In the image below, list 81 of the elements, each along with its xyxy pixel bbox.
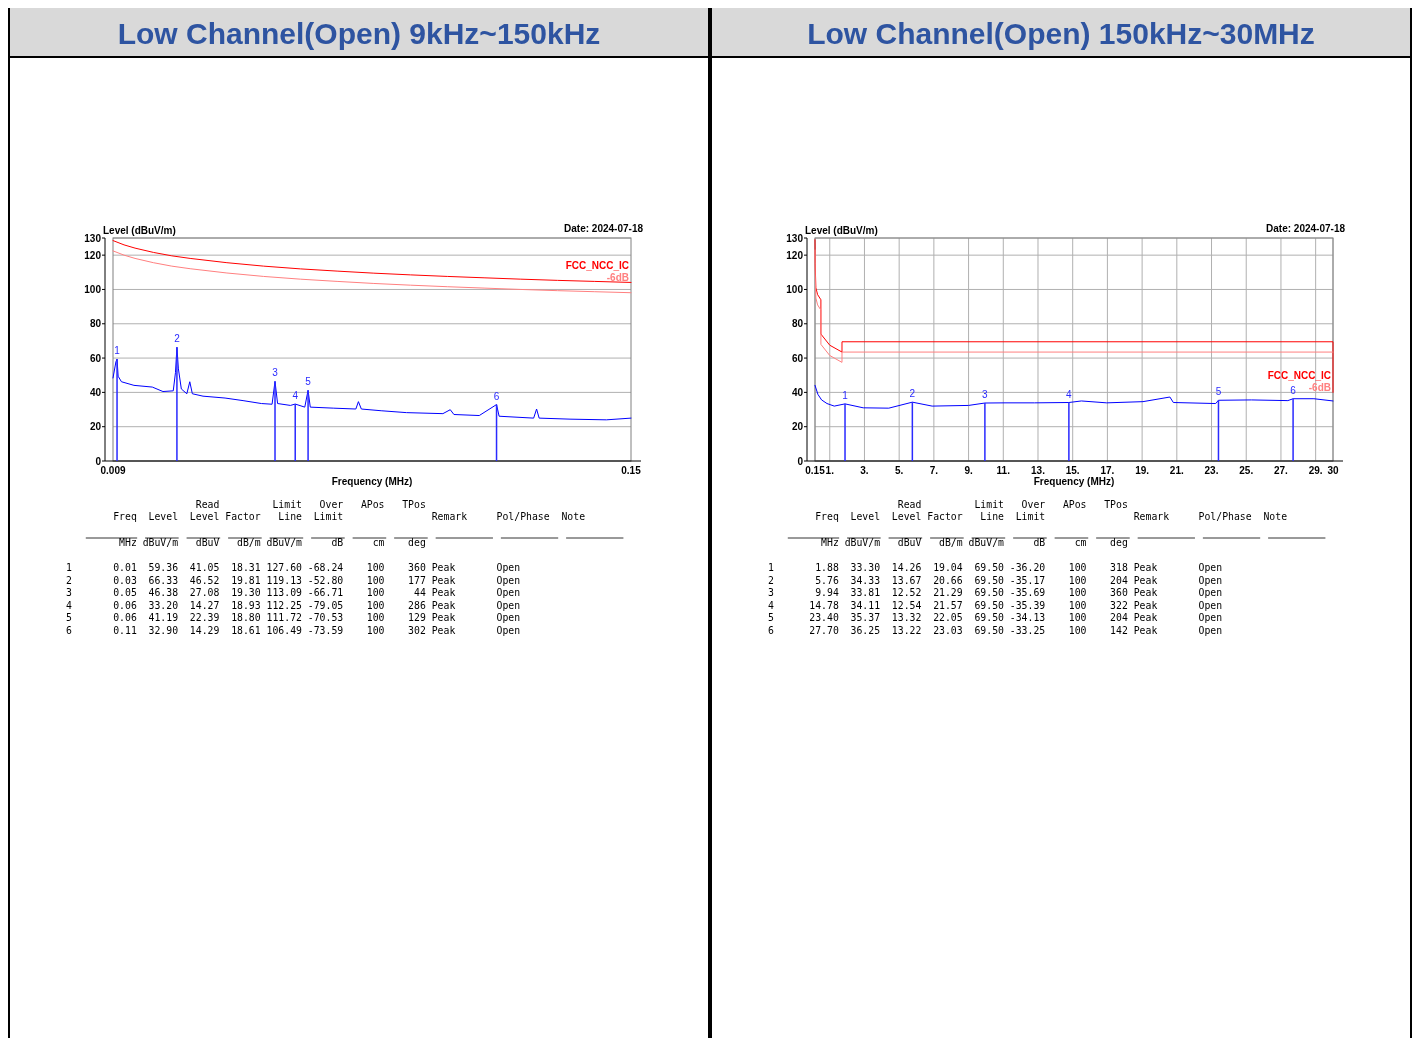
y-tick-label: 120: [84, 249, 102, 261]
x-tick-label: 11.: [996, 465, 1011, 476]
line-series: [112, 240, 632, 283]
x-tick-label: 0.009: [100, 465, 126, 476]
text: 2 0.03 66.33 46.52 19.81 119.13 -52.80 100 177 Peak Open: [66, 574, 521, 586]
line-series: [814, 384, 1334, 409]
annotation: 4: [292, 390, 299, 402]
x-axis-title: Frequency (MHz): [331, 476, 413, 487]
annotation: 5: [1215, 386, 1222, 398]
x-tick-label: 30: [1327, 465, 1339, 476]
x-tick-label: 23.: [1204, 465, 1219, 476]
text: 6 27.70 36.25 13.22 23.03 69.50 -33.25 100 142 Peak Open: [768, 625, 1223, 636]
annotation: 1: [842, 389, 849, 401]
text: Freq Level Level Factor Line Limit Remark Pol/Phase Note: [768, 511, 1288, 522]
text: 5 0.06 41.19 22.39 18.80 111.72 -70.53 100 129 Peak Open: [66, 612, 521, 624]
series-label: FCC_NCC_IC: [1267, 370, 1331, 382]
series-label: FCC_NCC_IC: [565, 260, 629, 272]
y-tick-label: 130: [786, 232, 804, 244]
y-tick-label: 20: [791, 421, 804, 433]
x-tick-label: 13.: [1031, 465, 1046, 476]
annotation: 3: [272, 367, 279, 379]
annotation: 1: [114, 345, 121, 357]
y-tick-label: 100: [786, 283, 804, 295]
text: Read Limit Over APos TPos: [66, 499, 426, 510]
text: -6dB: [1308, 382, 1331, 394]
annotation: 3: [982, 389, 989, 401]
y-tick-label: 40: [791, 386, 804, 398]
text: Read Limit Over APos TPos: [768, 499, 1128, 510]
chart-title: Low Channel(Open) 9kHz~150kHz: [117, 17, 601, 50]
text: 3 0.05 46.38 27.08 19.30 113.09 -66.71 100 44 Peak Open: [66, 587, 521, 599]
text: MHz dBuV/m dBuV dB/m dBuV/m dB cm deg: [768, 537, 1128, 548]
annotation: 6: [493, 390, 500, 402]
y-tick-label: 60: [89, 352, 102, 364]
x-tick-label: 1.: [825, 465, 835, 476]
line-series: [112, 250, 632, 294]
text: 4 0.06 33.20 14.27 18.93 112.25 -79.05 100 286 Peak Open: [66, 599, 521, 611]
line-series: [814, 249, 1334, 363]
y-tick-label: 80: [89, 318, 102, 330]
text: 3 9.94 33.81 12.52 21.29 69.50 -35.69 100 360 Peak Open: [768, 587, 1223, 599]
y-tick-label: 60: [791, 352, 804, 364]
text: 1 0.01 59.36 41.05 18.31 127.60 -68.24 100 360 Peak Open: [66, 562, 521, 573]
x-tick-label: 15.: [1065, 465, 1080, 476]
y-tick-label: 40: [89, 386, 102, 398]
y-axis-title: Level (dBuV/m): [103, 225, 176, 236]
x-tick-label: 25.: [1239, 465, 1254, 476]
annotation: 2: [909, 388, 916, 400]
text: MHz dBuV/m dBuV dB/m dBuV/m dB cm deg: [66, 537, 426, 548]
x-axis-title: Frequency (MHz): [1033, 476, 1115, 487]
y-tick-label: 120: [786, 249, 804, 261]
annotation: 4: [1066, 388, 1073, 400]
y-tick-label: 100: [84, 283, 102, 295]
annotation: 5: [305, 376, 312, 388]
x-tick-label: 27.: [1273, 465, 1289, 476]
x-tick-label: 5.: [894, 465, 904, 476]
y-tick-label: 0: [95, 455, 102, 467]
text: 5 23.40 35.37 13.32 22.05 69.50 -34.13 100 204 Peak Open: [768, 612, 1223, 624]
x-tick-label: 19.: [1135, 465, 1150, 476]
y-axis-title: Level (dBuV/m): [805, 225, 878, 236]
annotation: 6: [1290, 384, 1297, 396]
x-tick-label: 29.: [1308, 465, 1323, 476]
x-tick-label: 17.: [1100, 465, 1115, 476]
series-label: -6dB: [606, 272, 629, 284]
x-tick-label: 7.: [929, 465, 939, 476]
text: Date: 2024-07-18: [1266, 223, 1346, 234]
annotation: 2: [174, 333, 181, 345]
text: Date: 2024-07-18: [564, 223, 644, 234]
x-tick-label: 9.: [964, 465, 973, 476]
text: 2 5.76 34.33 13.67 20.66 69.50 -35.17 100 204 Peak Open: [768, 574, 1223, 586]
text: 1 1.88 33.30 14.26 19.04 69.50 -36.20 100 318 Peak Open: [768, 562, 1223, 573]
x-tick-label: 3.: [860, 465, 869, 476]
y-tick-label: 20: [89, 421, 102, 433]
text: 4 14.78 34.11 12.54 21.57 69.50 -35.39 100 322 Peak Open: [768, 599, 1223, 611]
x-tick-label: 0.15: [805, 465, 826, 476]
y-tick-label: 130: [84, 232, 102, 244]
x-tick-label: 0.15: [621, 465, 642, 476]
text: Freq Level Level Factor Line Limit Remark Pol/Phase Note: [66, 511, 586, 522]
y-tick-label: 0: [797, 455, 804, 467]
x-tick-label: 21.: [1169, 465, 1184, 476]
y-tick-label: 80: [791, 318, 804, 330]
chart-title: Low Channel(Open) 150kHz~30MHz: [807, 17, 1315, 50]
text: 6 0.11 32.90 14.29 18.61 106.49 -73.59 100 302 Peak Open: [66, 625, 521, 636]
